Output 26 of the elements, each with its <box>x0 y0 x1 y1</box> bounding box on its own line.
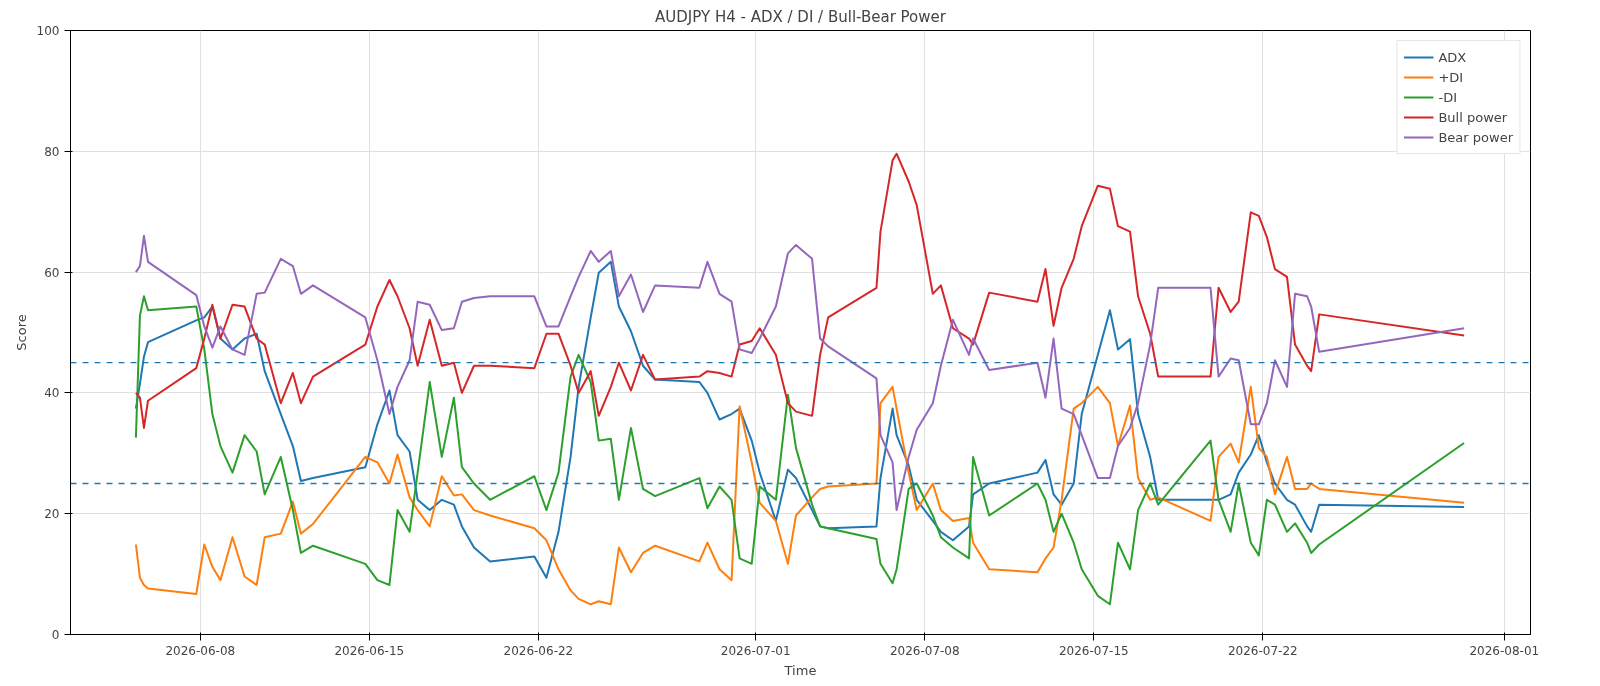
legend-label: Bear power <box>1438 129 1513 145</box>
y-tick-label: 0 <box>51 628 60 642</box>
y-axis-title: Score <box>13 314 29 351</box>
legend-label: +DI <box>1438 69 1464 85</box>
y-tick-label: 20 <box>44 507 60 522</box>
line-series <box>134 152 1466 429</box>
chart-title: AUDJPY H4 - ADX / DI / Bull-Bear Power <box>655 7 947 26</box>
x-tick-label: 2026-07-15 <box>1058 643 1129 658</box>
line-series <box>134 385 1466 606</box>
y-tick-label: 60 <box>44 265 60 280</box>
x-tick-label: 2026-08-01 <box>1469 643 1540 658</box>
line-series <box>134 234 1466 512</box>
y-tick-label: 100 <box>36 24 60 38</box>
x-tick-label: 2026-07-22 <box>1227 643 1298 658</box>
legend-label: Bull power <box>1438 109 1508 125</box>
legend-label: -DI <box>1438 89 1458 105</box>
legend-label: ADX <box>1438 49 1467 65</box>
x-tick-label: 2026-07-08 <box>889 643 960 658</box>
x-axis-title: Time <box>783 662 817 678</box>
x-tick-label: 2026-06-22 <box>503 643 574 658</box>
y-tick-label: 80 <box>44 144 60 159</box>
x-tick-label: 2026-07-01 <box>720 643 791 658</box>
line-series <box>134 295 1466 606</box>
x-tick-label: 2026-06-15 <box>334 643 405 658</box>
y-tick-label: 40 <box>44 386 60 401</box>
x-tick-label: 2026-06-08 <box>165 643 236 658</box>
